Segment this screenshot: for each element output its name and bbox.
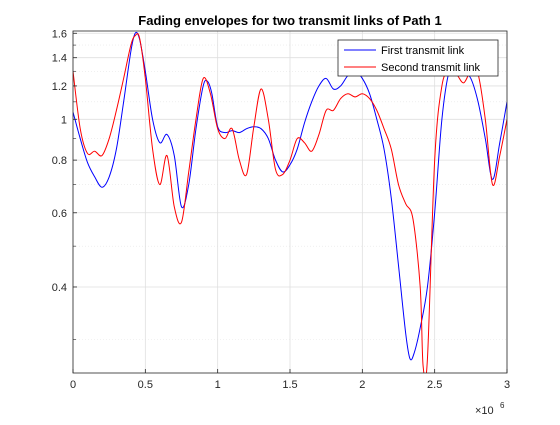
- x-tick-label: 3: [504, 379, 510, 391]
- legend-entry-second: Second transmit link: [344, 62, 481, 74]
- x-exponent-base: ×10: [475, 405, 494, 417]
- x-exponent-label: ×10 6: [475, 401, 505, 417]
- y-tick-label: 0.8: [52, 155, 67, 167]
- x-tick-label: 0: [70, 379, 76, 391]
- series-layer: [73, 31, 507, 373]
- y-axis-ticks: 0.4 0.6 0.8 1 1.2 1.4 1.6: [52, 28, 77, 340]
- x-tick-label: 2.5: [427, 379, 442, 391]
- series-line-second-transmit-link: [73, 33, 507, 373]
- y-tick-label: 0.4: [52, 282, 67, 294]
- legend: First transmit link Second transmit link: [337, 39, 499, 77]
- x-tick-label: 1.5: [282, 379, 297, 391]
- legend-label-second: Second transmit link: [381, 62, 481, 74]
- x-tick-label: 1: [215, 379, 221, 391]
- y-tick-label: 1.4: [52, 53, 67, 65]
- legend-entry-first: First transmit link: [344, 45, 465, 57]
- x-axis-ticks: 0 0.5 1 1.5 2 2.5 3: [70, 369, 510, 391]
- x-tick-label: 2: [359, 379, 365, 391]
- legend-box: [337, 39, 499, 77]
- x-exponent-power: 6: [500, 401, 505, 410]
- y-tick-label: 1.6: [52, 28, 67, 40]
- x-tick-label: 0.5: [138, 379, 153, 391]
- chart-title: Fading envelopes for two transmit links …: [138, 13, 441, 28]
- y-tick-label: 1.2: [52, 81, 67, 93]
- legend-label-first: First transmit link: [381, 45, 465, 57]
- y-tick-label: 1: [61, 114, 67, 126]
- y-tick-label: 0.6: [52, 208, 67, 220]
